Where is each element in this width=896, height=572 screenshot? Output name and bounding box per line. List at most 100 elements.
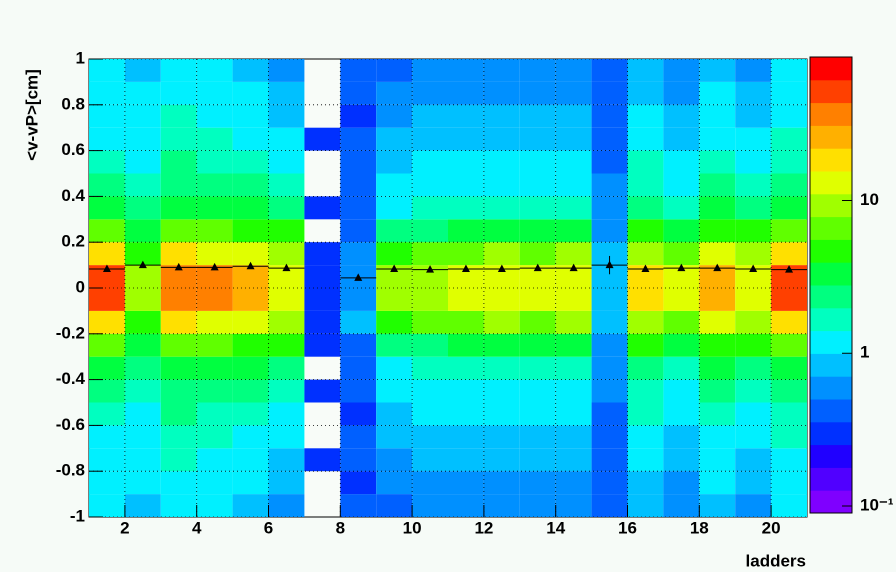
cell: [591, 59, 628, 82]
cell: [627, 356, 664, 380]
cell: [555, 494, 592, 517]
cell: [519, 425, 556, 449]
cell: [483, 219, 520, 243]
palette-band: [810, 148, 852, 172]
cell: [160, 219, 197, 243]
cell: [304, 288, 341, 311]
cell: [483, 265, 520, 288]
cell: [376, 196, 413, 220]
cell: [196, 288, 233, 311]
cell: [448, 219, 484, 243]
cell: [160, 81, 197, 105]
cell: [591, 379, 628, 403]
cell: [627, 379, 664, 403]
cell: [196, 81, 233, 105]
profile-marker: [785, 265, 794, 273]
cell: [735, 59, 772, 82]
cell: [771, 288, 807, 311]
cell: [483, 104, 520, 128]
cell: [340, 59, 377, 82]
cell: [160, 310, 197, 334]
cell: [412, 471, 448, 495]
cell: [448, 310, 484, 334]
cell: [376, 265, 413, 288]
y-tick-label: 0.2: [61, 232, 85, 251]
cell: [519, 379, 556, 403]
cell: [376, 219, 413, 243]
cell: [448, 494, 484, 517]
cell: [771, 150, 807, 174]
x-tick-label: 6: [264, 518, 273, 537]
cell: [376, 471, 413, 495]
cell: [412, 425, 448, 449]
z-tick-label: 10⁻¹: [860, 495, 894, 514]
cell: [89, 173, 125, 197]
cell: [663, 356, 700, 380]
cell: [771, 448, 807, 472]
cell: [160, 265, 197, 288]
cell: [771, 494, 807, 517]
cell: [591, 402, 628, 426]
cell: [699, 471, 736, 495]
cell: [268, 242, 305, 266]
cell: [89, 219, 125, 243]
cell: [196, 265, 233, 288]
palette-band: [810, 399, 852, 423]
palette-band: [810, 330, 852, 354]
cell: [663, 265, 700, 288]
x-tick-label: 20: [762, 518, 781, 537]
cell: [627, 242, 664, 266]
cell: [448, 288, 484, 311]
cell: [735, 494, 772, 517]
cell: [376, 448, 413, 472]
cell: [735, 265, 772, 288]
cell: [268, 448, 305, 472]
cell: [735, 288, 772, 311]
cell: [735, 333, 772, 357]
cell: [448, 448, 484, 472]
cell: [699, 81, 736, 105]
cell: [89, 150, 125, 174]
cell: [483, 196, 520, 220]
cell: [519, 196, 556, 220]
cell: [232, 173, 269, 197]
palette-band: [810, 216, 852, 240]
profile-marker: [174, 262, 183, 271]
cell: [627, 333, 664, 357]
x-tick-label: 2: [120, 518, 129, 537]
cell: [448, 127, 484, 151]
profile: [89, 255, 807, 281]
cell: [268, 265, 305, 288]
cell: [412, 242, 448, 266]
cell: [699, 265, 736, 288]
cell: [771, 471, 807, 495]
cell: [448, 402, 484, 426]
cell: [412, 59, 448, 82]
palette-band: [810, 102, 852, 126]
cell: [483, 150, 520, 174]
cell: [268, 379, 305, 403]
x-tick-label: 10: [403, 518, 422, 537]
cell: [232, 150, 269, 174]
palette-band: [810, 79, 852, 104]
cell: [699, 494, 736, 517]
cell: [196, 242, 233, 266]
cell: [376, 425, 413, 449]
cell: [124, 356, 161, 380]
y-tick-label: 0.4: [61, 186, 85, 205]
cell: [89, 104, 125, 128]
x-tick-label: 16: [618, 518, 637, 537]
cell: [124, 425, 161, 449]
cell: [376, 173, 413, 197]
cell: [376, 127, 413, 151]
cell: [448, 379, 484, 403]
y-tick-label: 0.8: [61, 94, 85, 113]
palette-band: [810, 262, 852, 286]
cell: [340, 196, 377, 220]
cell: [376, 150, 413, 174]
cell: [412, 81, 448, 105]
cell: [196, 104, 233, 128]
cell: [340, 173, 377, 197]
cell: [591, 196, 628, 220]
cell: [591, 104, 628, 128]
